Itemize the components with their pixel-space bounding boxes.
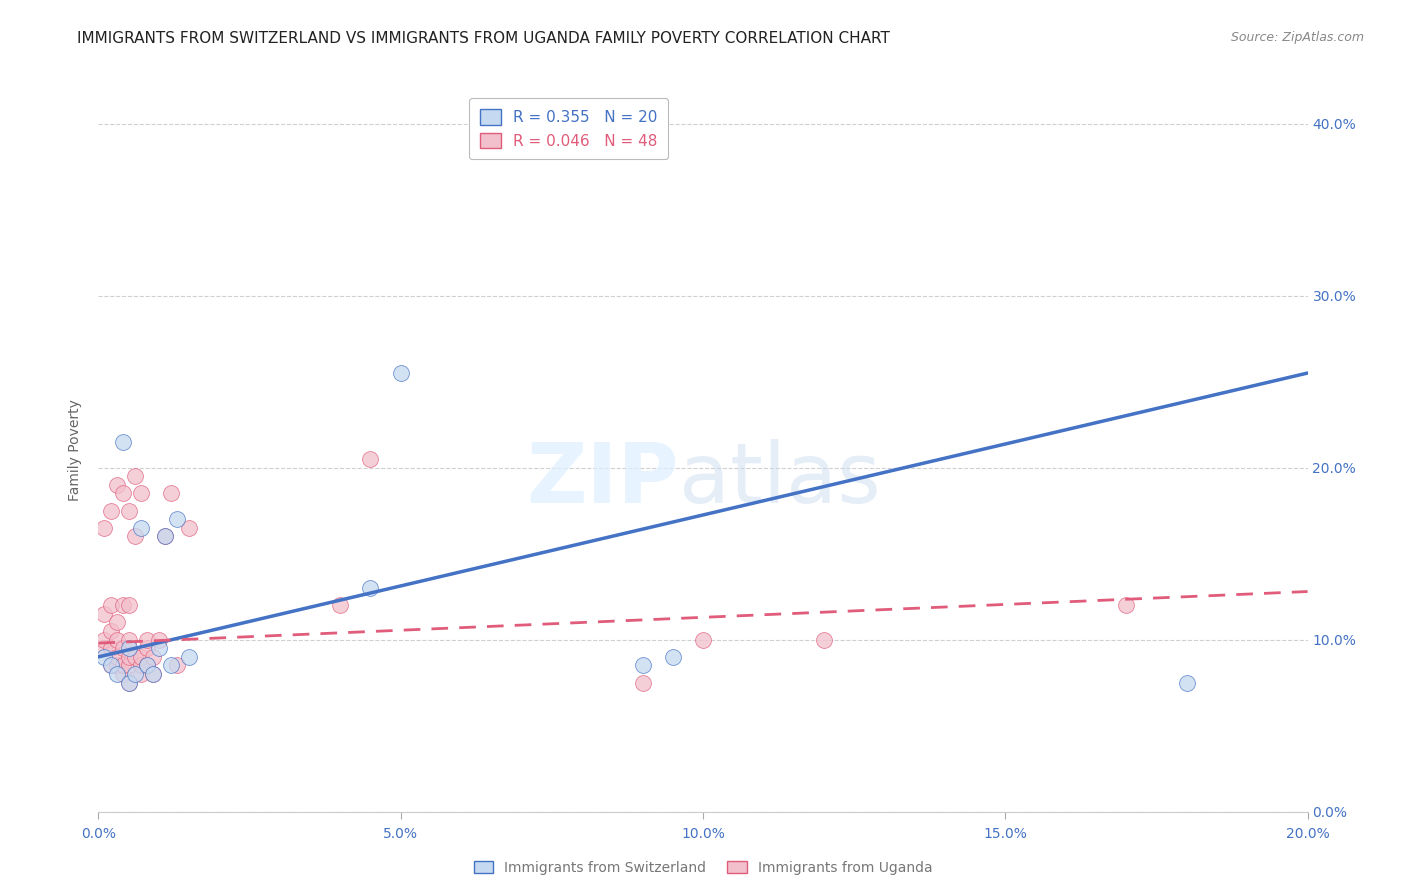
Point bbox=[166, 658, 188, 673]
Point bbox=[111, 641, 134, 656]
Point bbox=[111, 486, 134, 500]
Point bbox=[631, 675, 654, 690]
Point bbox=[129, 521, 152, 535]
Point bbox=[148, 632, 170, 647]
Text: ZIP: ZIP bbox=[526, 439, 679, 520]
Point bbox=[692, 632, 714, 647]
Text: Source: ZipAtlas.com: Source: ZipAtlas.com bbox=[1230, 31, 1364, 45]
Point bbox=[111, 434, 134, 449]
Point bbox=[153, 529, 176, 543]
Point bbox=[105, 632, 128, 647]
Point bbox=[118, 632, 141, 647]
Point bbox=[135, 658, 157, 673]
Point bbox=[153, 529, 176, 543]
Legend: R = 0.355   N = 20, R = 0.046   N = 48: R = 0.355 N = 20, R = 0.046 N = 48 bbox=[468, 98, 668, 160]
Point bbox=[105, 667, 128, 681]
Point bbox=[111, 667, 134, 681]
Point bbox=[631, 658, 654, 673]
Point bbox=[124, 649, 146, 664]
Point bbox=[118, 675, 141, 690]
Point bbox=[129, 658, 152, 673]
Point bbox=[100, 503, 122, 517]
Point bbox=[93, 521, 115, 535]
Point bbox=[1175, 675, 1198, 690]
Point bbox=[124, 469, 146, 483]
Point bbox=[124, 529, 146, 543]
Point bbox=[129, 486, 152, 500]
Text: IMMIGRANTS FROM SWITZERLAND VS IMMIGRANTS FROM UGANDA FAMILY POVERTY CORRELATION: IMMIGRANTS FROM SWITZERLAND VS IMMIGRANT… bbox=[77, 31, 890, 46]
Point bbox=[118, 599, 141, 613]
Point bbox=[135, 632, 157, 647]
Point bbox=[105, 478, 128, 492]
Point bbox=[118, 658, 141, 673]
Point bbox=[100, 658, 122, 673]
Point bbox=[118, 503, 141, 517]
Point bbox=[100, 624, 122, 639]
Point bbox=[111, 658, 134, 673]
Point bbox=[179, 521, 201, 535]
Point bbox=[360, 452, 382, 467]
Point bbox=[142, 667, 165, 681]
Point bbox=[100, 658, 122, 673]
Point bbox=[100, 599, 122, 613]
Y-axis label: Family Poverty: Family Poverty bbox=[69, 400, 83, 501]
Legend: Immigrants from Switzerland, Immigrants from Uganda: Immigrants from Switzerland, Immigrants … bbox=[468, 855, 938, 880]
Point bbox=[111, 599, 134, 613]
Point bbox=[105, 615, 128, 630]
Point bbox=[160, 658, 183, 673]
Point bbox=[129, 649, 152, 664]
Text: atlas: atlas bbox=[679, 439, 880, 520]
Point bbox=[118, 649, 141, 664]
Point bbox=[142, 649, 165, 664]
Point bbox=[813, 632, 835, 647]
Point bbox=[160, 486, 183, 500]
Point bbox=[93, 641, 115, 656]
Point bbox=[135, 641, 157, 656]
Point bbox=[166, 512, 188, 526]
Point bbox=[93, 649, 115, 664]
Point bbox=[118, 675, 141, 690]
Point bbox=[135, 658, 157, 673]
Point bbox=[118, 641, 141, 656]
Point bbox=[105, 658, 128, 673]
Point bbox=[93, 607, 115, 621]
Point bbox=[100, 641, 122, 656]
Point bbox=[389, 366, 412, 380]
Point bbox=[329, 599, 352, 613]
Point bbox=[148, 641, 170, 656]
Point bbox=[105, 649, 128, 664]
Point bbox=[142, 667, 165, 681]
Point bbox=[129, 667, 152, 681]
Point bbox=[1115, 599, 1137, 613]
Point bbox=[124, 667, 146, 681]
Point bbox=[360, 581, 382, 595]
Point bbox=[93, 632, 115, 647]
Point bbox=[661, 649, 683, 664]
Point bbox=[179, 649, 201, 664]
